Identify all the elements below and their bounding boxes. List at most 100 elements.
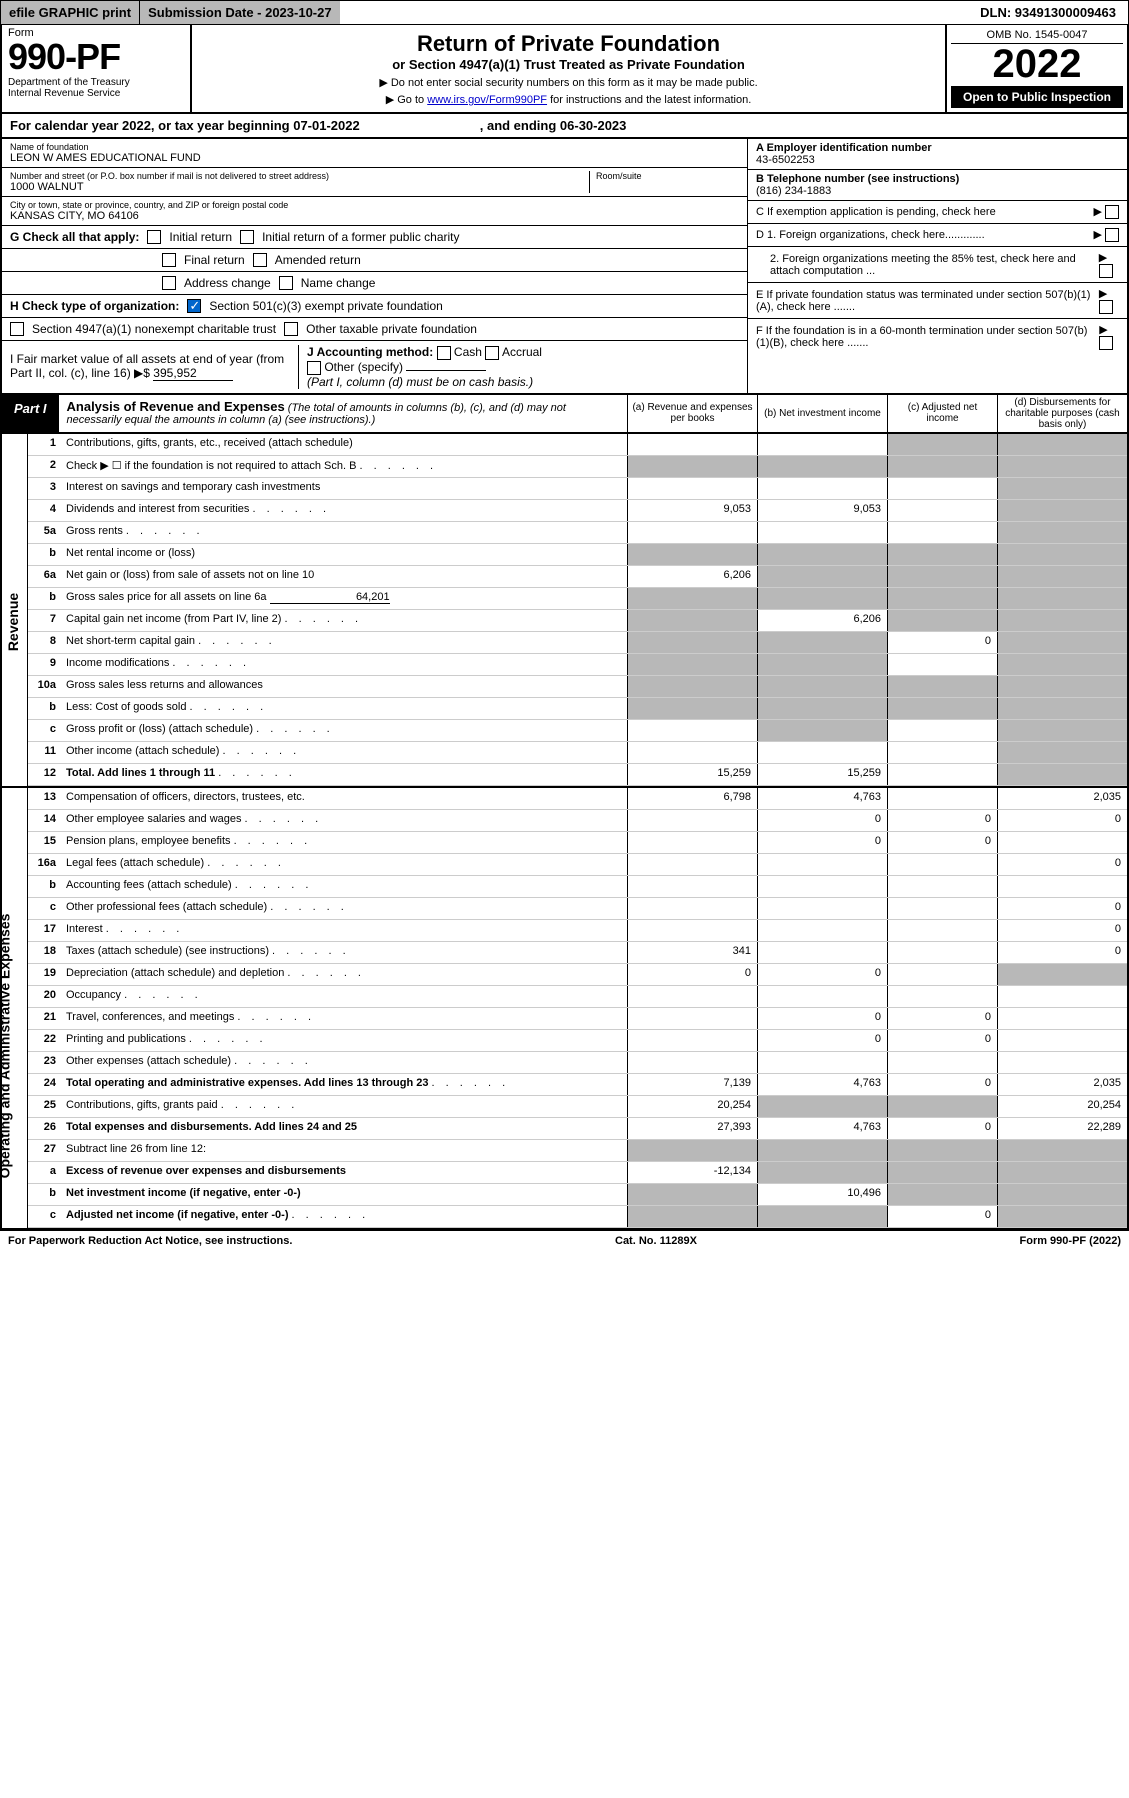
table-row: 25 Contributions, gifts, grants paid . .… <box>28 1096 1127 1118</box>
line-description: Contributions, gifts, grants paid . . . … <box>62 1096 627 1117</box>
instruction-2: ▶ Go to www.irs.gov/Form990PF for instru… <box>204 93 933 106</box>
line-description: Gross sales price for all assets on line… <box>62 588 627 609</box>
amended-checkbox[interactable] <box>253 253 267 267</box>
line-number: c <box>28 898 62 919</box>
amount-cell: 27,393 <box>627 1118 757 1139</box>
paperwork-notice: For Paperwork Reduction Act Notice, see … <box>8 1235 292 1247</box>
line-description: Capital gain net income (from Part IV, l… <box>62 610 627 631</box>
d2-check: 2. Foreign organizations meeting the 85%… <box>748 247 1127 283</box>
page-footer: For Paperwork Reduction Act Notice, see … <box>0 1230 1129 1251</box>
amount-cell <box>997 876 1127 897</box>
table-row: 4 Dividends and interest from securities… <box>28 500 1127 522</box>
address-change-checkbox[interactable] <box>162 276 176 290</box>
amount-cell <box>887 610 997 631</box>
amount-cell <box>887 500 997 521</box>
amount-cell: 0 <box>997 920 1127 941</box>
initial-former-checkbox[interactable] <box>240 230 254 244</box>
amount-cell: 0 <box>887 810 997 831</box>
line-description: Taxes (attach schedule) (see instruction… <box>62 942 627 963</box>
line-description: Interest . . . . . . <box>62 920 627 941</box>
irs-link[interactable]: www.irs.gov/Form990PF <box>427 94 547 106</box>
amount-cell: 0 <box>997 942 1127 963</box>
cash-checkbox[interactable] <box>437 346 451 360</box>
line-number: 14 <box>28 810 62 831</box>
part-1-header: Part I Analysis of Revenue and Expenses … <box>0 395 1129 434</box>
table-row: 23 Other expenses (attach schedule) . . … <box>28 1052 1127 1074</box>
amount-cell <box>757 742 887 763</box>
amount-cell <box>887 544 997 565</box>
amount-cell <box>627 544 757 565</box>
amount-cell <box>757 854 887 875</box>
amount-cell <box>997 1030 1127 1051</box>
line-number: 18 <box>28 942 62 963</box>
fmv-value: 395,952 <box>153 366 233 381</box>
amount-cell <box>887 964 997 985</box>
c-check: C If exemption application is pending, c… <box>748 201 1127 224</box>
amount-cell <box>627 632 757 653</box>
line-number: 20 <box>28 986 62 1007</box>
501c3-checkbox[interactable] <box>187 299 201 313</box>
efile-button[interactable]: efile GRAPHIC print <box>1 1 140 24</box>
amount-cell: 4,763 <box>757 1118 887 1139</box>
line-description: Gross rents . . . . . . <box>62 522 627 543</box>
name-change-checkbox[interactable] <box>279 276 293 290</box>
top-bar: efile GRAPHIC print Submission Date - 20… <box>0 0 1129 25</box>
amount-cell <box>757 920 887 941</box>
amount-cell <box>757 698 887 719</box>
4947-checkbox[interactable] <box>10 322 24 336</box>
d1-checkbox[interactable] <box>1105 228 1119 242</box>
other-method-checkbox[interactable] <box>307 361 321 375</box>
amount-cell <box>757 986 887 1007</box>
line-number: 16a <box>28 854 62 875</box>
amount-cell <box>627 1008 757 1029</box>
subtitle: or Section 4947(a)(1) Trust Treated as P… <box>204 57 933 72</box>
line-number: 6a <box>28 566 62 587</box>
amount-cell <box>887 1162 997 1183</box>
amount-cell <box>757 1206 887 1227</box>
line-description: Legal fees (attach schedule) . . . . . . <box>62 854 627 875</box>
amount-cell: 20,254 <box>627 1096 757 1117</box>
line-description: Other employee salaries and wages . . . … <box>62 810 627 831</box>
amount-cell: 15,259 <box>757 764 887 785</box>
amount-cell <box>627 898 757 919</box>
line-description: Compensation of officers, directors, tru… <box>62 788 627 809</box>
table-row: 27 Subtract line 26 from line 12: <box>28 1140 1127 1162</box>
line-number: 13 <box>28 788 62 809</box>
form-number-box: Form 990-PF Department of the TreasuryIn… <box>2 25 192 112</box>
amount-cell <box>997 986 1127 1007</box>
amount-cell <box>627 522 757 543</box>
table-row: c Gross profit or (loss) (attach schedul… <box>28 720 1127 742</box>
line-description: Net investment income (if negative, ente… <box>62 1184 627 1205</box>
cat-number: Cat. No. 11289X <box>615 1235 697 1247</box>
f-checkbox[interactable] <box>1099 336 1113 350</box>
expenses-table: Operating and Administrative Expenses 13… <box>0 788 1129 1230</box>
amount-cell <box>757 1052 887 1073</box>
line-number: a <box>28 1162 62 1183</box>
amount-cell <box>997 478 1127 499</box>
d2-checkbox[interactable] <box>1099 264 1113 278</box>
amount-cell: 0 <box>757 832 887 853</box>
title-box: Return of Private Foundation or Section … <box>192 25 947 112</box>
line-number: 1 <box>28 434 62 455</box>
line-number: b <box>28 876 62 897</box>
initial-return-checkbox[interactable] <box>147 230 161 244</box>
c-checkbox[interactable] <box>1105 205 1119 219</box>
final-return-checkbox[interactable] <box>162 253 176 267</box>
amount-cell <box>627 588 757 609</box>
other-taxable-checkbox[interactable] <box>284 322 298 336</box>
amount-cell <box>757 434 887 455</box>
amount-cell: 0 <box>997 854 1127 875</box>
part-label: Part I <box>2 395 59 432</box>
amount-cell <box>887 920 997 941</box>
amount-cell: 0 <box>887 1030 997 1051</box>
line-number: 19 <box>28 964 62 985</box>
amount-cell <box>757 544 887 565</box>
accrual-checkbox[interactable] <box>485 346 499 360</box>
line-description: Check ▶ ☐ if the foundation is not requi… <box>62 456 627 477</box>
e-checkbox[interactable] <box>1099 300 1113 314</box>
table-row: 11 Other income (attach schedule) . . . … <box>28 742 1127 764</box>
amount-cell <box>887 478 997 499</box>
line-number: 9 <box>28 654 62 675</box>
line-description: Net gain or (loss) from sale of assets n… <box>62 566 627 587</box>
line-description: Adjusted net income (if negative, enter … <box>62 1206 627 1227</box>
